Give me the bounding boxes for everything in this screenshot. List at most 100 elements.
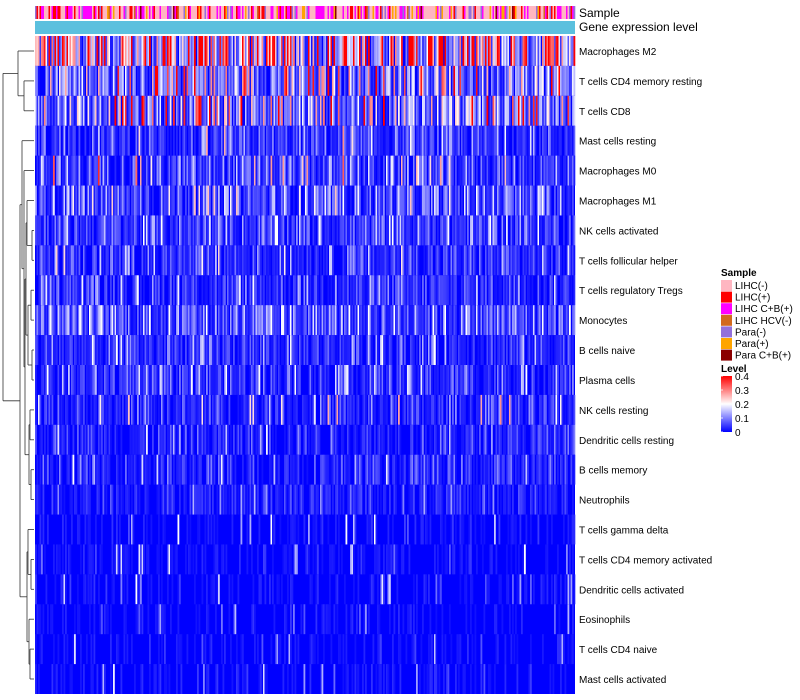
heatmap-cell — [384, 335, 387, 365]
heatmap-cell — [116, 125, 118, 156]
heatmap-cell — [423, 65, 426, 96]
heatmap-cell — [347, 125, 349, 156]
heatmap-cell — [494, 95, 496, 126]
heatmap-cell — [158, 394, 160, 425]
heatmap-cell — [252, 394, 255, 425]
heatmap-cell — [326, 155, 328, 186]
heatmap-cell — [137, 36, 139, 66]
heatmap-cell — [476, 424, 478, 455]
heatmap-cell — [447, 125, 450, 156]
sample-annotation-cell — [392, 6, 394, 19]
heatmap-cell — [132, 305, 135, 336]
heatmap-cell — [470, 454, 472, 485]
heatmap-cell — [107, 245, 109, 276]
heatmap-cell — [45, 365, 48, 395]
heatmap-cell — [153, 365, 156, 395]
heatmap-cell — [65, 185, 67, 216]
heatmap-cell — [276, 95, 279, 126]
heatmap-cell — [357, 484, 360, 515]
heatmap-cell — [90, 365, 93, 395]
heatmap-cell — [344, 394, 346, 425]
heatmap-cell — [344, 95, 346, 126]
heatmap-cell — [566, 95, 568, 126]
heatmap-cell — [527, 454, 529, 485]
heatmap-cell — [111, 65, 114, 96]
heatmap-cell — [539, 245, 541, 276]
heatmap-cell — [45, 95, 48, 126]
heatmap-cell — [240, 484, 243, 515]
heatmap-cell — [92, 454, 94, 485]
heatmap-cell — [297, 95, 300, 126]
heatmap-cell — [159, 125, 162, 156]
heatmap-cell — [80, 65, 82, 96]
heatmap-cell — [315, 424, 318, 455]
heatmap-cell — [300, 36, 303, 66]
heatmap-cell — [369, 125, 372, 156]
heatmap-cell — [227, 335, 229, 365]
heatmap-cell — [506, 95, 508, 126]
heatmap-cell — [57, 125, 60, 156]
heatmap-cell — [435, 36, 438, 66]
heatmap-cell — [446, 215, 448, 246]
heatmap-cell — [206, 305, 208, 336]
heatmap-cell — [162, 365, 165, 395]
heatmap-cell — [332, 454, 334, 485]
heatmap-cell — [192, 215, 195, 246]
heatmap-cell — [248, 95, 250, 126]
heatmap-cell — [462, 95, 465, 126]
heatmap-cell — [563, 335, 565, 365]
heatmap-cell — [386, 125, 388, 156]
heatmap-cell — [155, 305, 157, 336]
heatmap-cell — [197, 454, 199, 485]
sample-annotation-cell — [182, 6, 184, 19]
heatmap-cell — [482, 65, 484, 96]
heatmap-cell — [179, 305, 181, 336]
heatmap-cell — [218, 275, 220, 306]
heatmap-cell — [83, 365, 85, 395]
heatmap-cell — [480, 65, 483, 96]
heatmap-cell — [276, 275, 279, 306]
heatmap-cell — [428, 365, 430, 395]
heatmap-cell — [419, 36, 421, 66]
heatmap-cell — [165, 365, 168, 395]
sample-annotation-cell — [375, 6, 378, 19]
heatmap-cell — [494, 454, 496, 485]
heatmap-cell — [192, 424, 195, 455]
heatmap-cell — [518, 36, 520, 66]
heatmap-cell — [515, 185, 517, 216]
heatmap-cell — [173, 305, 175, 336]
heatmap-cell — [444, 245, 447, 276]
heatmap-cell — [419, 275, 421, 306]
heatmap-cell — [204, 514, 207, 545]
heatmap-cell — [522, 95, 525, 126]
heatmap-cell — [501, 335, 504, 365]
sample-annotation-cell — [438, 6, 441, 19]
heatmap-cell — [290, 424, 292, 455]
heatmap-cell — [360, 125, 363, 156]
heatmap-cell — [66, 275, 69, 306]
heatmap-cell — [287, 215, 289, 246]
heatmap-cell — [429, 95, 432, 126]
sample-annotation-cell — [263, 6, 265, 19]
heatmap-cell — [531, 424, 534, 455]
heatmap-cell — [78, 185, 81, 216]
heatmap-cell — [570, 65, 573, 96]
heatmap-cell — [540, 215, 543, 246]
heatmap-cell — [371, 365, 373, 395]
heatmap-cell — [510, 185, 513, 216]
heatmap-cell — [522, 215, 525, 246]
heatmap-cell — [321, 275, 324, 306]
heatmap-cell — [540, 454, 543, 485]
sample-annotation-cell — [431, 6, 433, 19]
heatmap-cell — [237, 65, 240, 96]
sample-annotation-cell — [233, 6, 235, 19]
heatmap-cell — [498, 394, 501, 425]
heatmap-cell — [269, 275, 271, 306]
heatmap-cell — [192, 335, 195, 365]
heatmap-cell — [276, 215, 279, 246]
heatmap-cell — [299, 155, 301, 186]
heatmap-cell — [122, 335, 124, 365]
heatmap-cell — [558, 155, 561, 186]
heatmap-cell — [462, 514, 465, 545]
heatmap-cell — [284, 365, 286, 395]
